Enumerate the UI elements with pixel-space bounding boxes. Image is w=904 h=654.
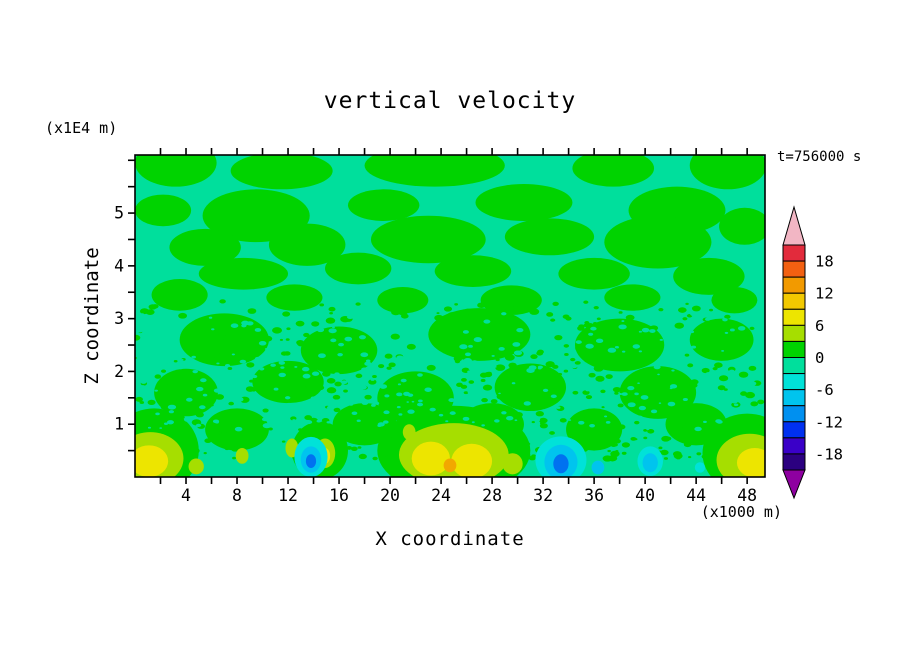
colorbar-band — [782, 292, 806, 310]
colorbar-label: -18 — [815, 445, 843, 463]
colorbar-label: 6 — [815, 317, 824, 335]
colorbar-band — [782, 405, 806, 423]
x-tick-label: 48 — [737, 486, 757, 505]
x-tick-label: 28 — [482, 486, 502, 505]
colorbar-band — [782, 260, 806, 278]
x-tick-label: 32 — [533, 486, 553, 505]
x-axis-unit-label: (x1000 m) — [700, 503, 782, 521]
colorbar-band — [782, 357, 806, 375]
colorbar-band — [782, 276, 806, 294]
x-tick-label: 8 — [232, 486, 242, 505]
x-tick-label: 44 — [686, 486, 706, 505]
x-axis-title: X coordinate — [375, 528, 525, 550]
z-tick-label: 1 — [114, 415, 124, 434]
z-tick-label: 2 — [114, 362, 124, 381]
x-tick-label: 16 — [329, 486, 349, 505]
colorbar-below-arrow — [782, 469, 806, 500]
x-tick-label: 20 — [380, 486, 400, 505]
colorbar-label: -6 — [815, 381, 834, 399]
x-tick-label: 12 — [278, 486, 298, 505]
velocity-field — [135, 155, 765, 477]
z-axis-unit-label: (x1E4 m) — [45, 119, 118, 137]
colorbar-band — [782, 437, 806, 455]
colorbar-band — [782, 421, 806, 439]
x-tick-label: 4 — [181, 486, 191, 505]
velocity-anomalies — [135, 423, 765, 477]
colorbar-labels: 18 12 6 0 -6 -12 -18 — [815, 253, 843, 464]
x-tick-label: 36 — [584, 486, 604, 505]
colorbar — [782, 205, 806, 500]
z-tick-label: 3 — [114, 309, 124, 328]
x-tick-label: 24 — [431, 486, 451, 505]
colorbar-band — [782, 308, 806, 326]
colorbar-band — [782, 340, 806, 358]
chart-title: vertical velocity — [323, 88, 577, 114]
colorbar-label: 12 — [815, 285, 834, 303]
colorbar-band — [782, 324, 806, 342]
colorbar-band — [782, 244, 806, 262]
colorbar-band — [782, 453, 806, 471]
colorbar-label: -12 — [815, 413, 843, 431]
x-tick-label: 40 — [635, 486, 655, 505]
colorbar-label: 18 — [815, 253, 834, 271]
time-annotation: t=756000 s — [777, 149, 862, 165]
colorbar-band — [782, 389, 806, 407]
z-tick-label: 5 — [114, 204, 124, 223]
z-tick-label: 4 — [114, 256, 124, 275]
colorbar-above-arrow — [782, 205, 806, 246]
colorbar-label: 0 — [815, 349, 824, 367]
colorbar-band — [782, 373, 806, 391]
axes — [128, 148, 766, 484]
